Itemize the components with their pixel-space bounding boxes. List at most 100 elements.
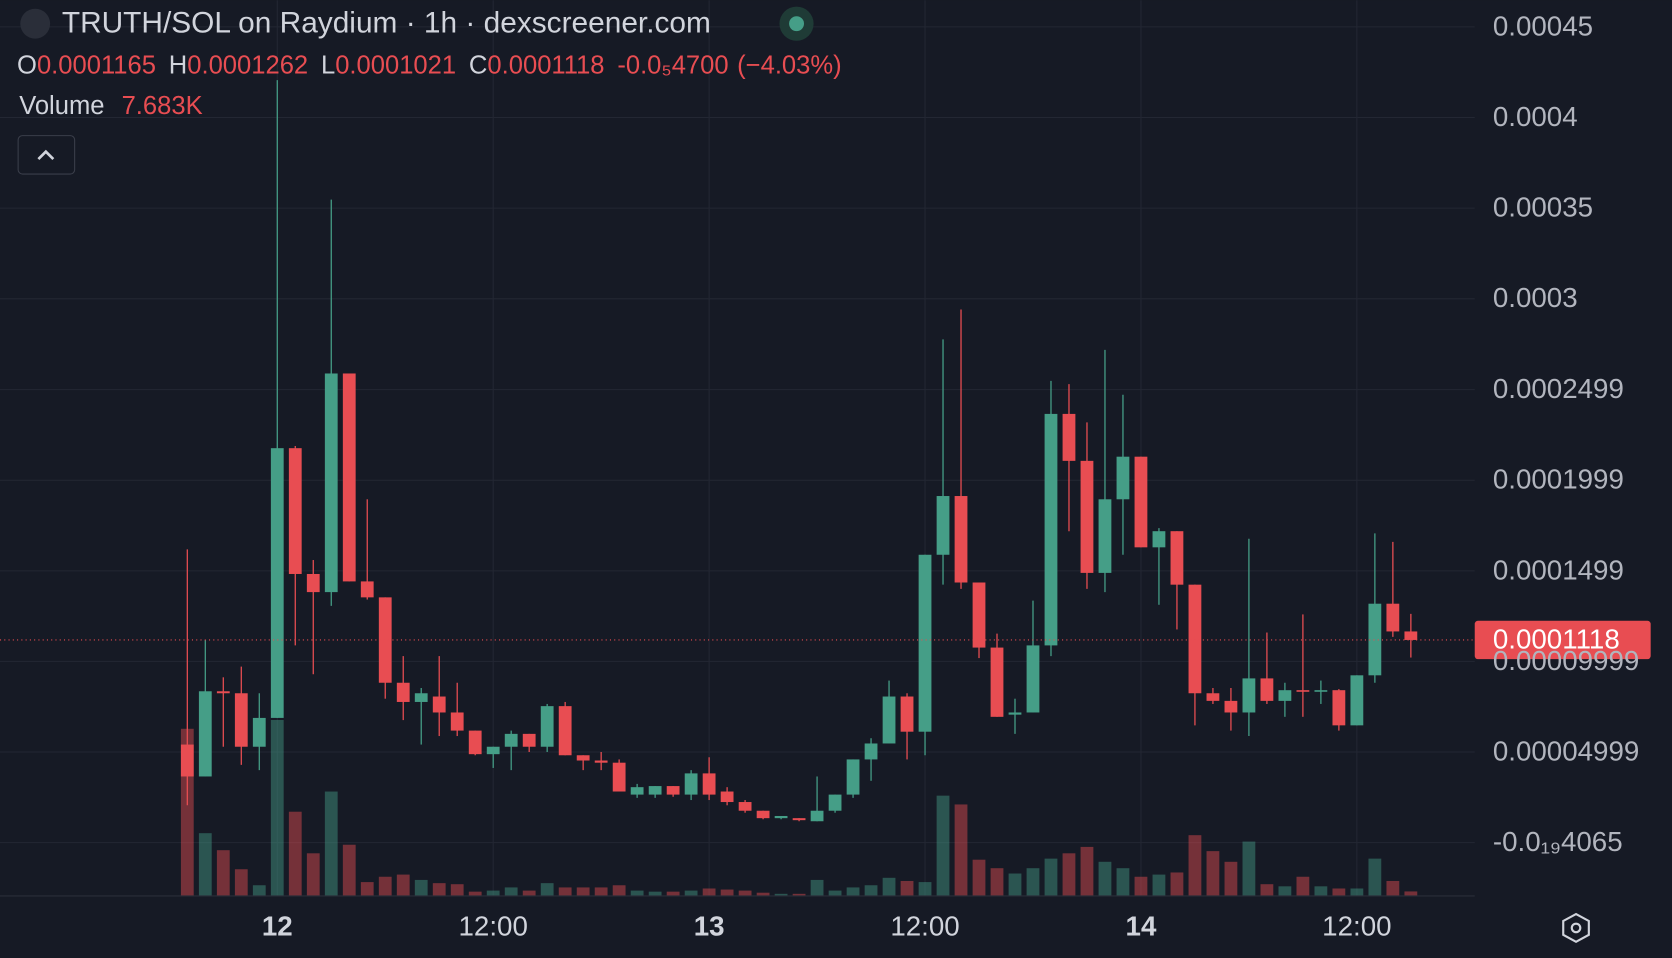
candle-body xyxy=(1044,413,1058,646)
candle-body xyxy=(522,733,536,747)
volume-bar xyxy=(306,853,320,896)
candle-body xyxy=(1206,693,1220,701)
volume-bar xyxy=(1260,884,1274,896)
candle-body xyxy=(594,760,608,763)
y-tick-label: 0.00035 xyxy=(1493,192,1593,223)
candle-body xyxy=(1188,584,1202,694)
candle-body xyxy=(1062,413,1076,461)
candle-body xyxy=(306,573,320,593)
volume-bar xyxy=(792,893,806,896)
change-value: -0.0₅4700 xyxy=(617,51,728,79)
volume-bar xyxy=(1386,880,1400,896)
candle-body xyxy=(1350,675,1364,726)
volume-bar xyxy=(414,879,428,896)
candle-body xyxy=(540,706,554,747)
candle-body xyxy=(378,597,392,683)
volume-bar xyxy=(1332,888,1346,896)
candle-body xyxy=(252,717,266,747)
candle-body xyxy=(396,682,410,702)
candle-body xyxy=(936,496,950,555)
collapse-button[interactable] xyxy=(17,135,76,175)
ohlc-label: C xyxy=(469,51,487,79)
candle-body xyxy=(414,693,428,702)
live-dot xyxy=(789,16,805,32)
y-tick-label: 0.00045 xyxy=(1493,10,1593,41)
volume-bar xyxy=(450,884,464,896)
candle-body xyxy=(990,647,1004,717)
volume-bar xyxy=(900,880,914,896)
volume-bar xyxy=(738,890,752,896)
volume-bar xyxy=(990,868,1004,896)
volume-bar xyxy=(936,795,950,896)
candle-body xyxy=(450,712,464,731)
change-percent: (−4.03%) xyxy=(737,51,842,79)
volume-bar xyxy=(540,883,554,896)
volume-bar xyxy=(378,876,392,896)
candle-body xyxy=(1242,678,1256,713)
candle-body xyxy=(666,786,680,795)
candle-body xyxy=(288,448,302,574)
chevron-icon xyxy=(37,149,55,161)
volume-bar xyxy=(522,890,536,896)
ohlc-label: O xyxy=(17,51,37,79)
candle-body xyxy=(1404,631,1418,640)
token-logo xyxy=(20,8,51,39)
settings-icon[interactable] xyxy=(1562,912,1590,943)
volume-bar xyxy=(684,890,698,896)
y-tick-label: -0.0₁₉4065 xyxy=(1493,826,1623,857)
volume-bar xyxy=(810,879,824,896)
volume-bar xyxy=(666,891,680,896)
candle-body xyxy=(1278,690,1292,701)
ohlc-label: L xyxy=(321,51,335,79)
candle-layer xyxy=(180,80,1418,822)
candle-body xyxy=(270,448,284,718)
volume-bar xyxy=(252,885,266,896)
candle-body xyxy=(738,802,752,811)
candle-body xyxy=(1224,700,1238,713)
volume-bar xyxy=(1224,861,1238,896)
volume-bar xyxy=(198,833,212,896)
volume-bar xyxy=(828,890,842,896)
volume-bar xyxy=(918,882,932,896)
settings-icon-center xyxy=(1570,922,1582,934)
volume-bar xyxy=(1368,858,1382,896)
candle-body xyxy=(342,373,356,582)
volume-bar xyxy=(216,850,230,896)
candle-body xyxy=(558,706,572,756)
volume-bar xyxy=(864,885,878,896)
volume-bar xyxy=(1116,868,1130,896)
volume-bar xyxy=(1314,886,1328,896)
candle-body xyxy=(1080,460,1094,573)
volume-bar xyxy=(1350,888,1364,896)
volume-bar xyxy=(1062,853,1076,896)
y-tick-label: 0.0001999 xyxy=(1493,464,1624,495)
candle-body xyxy=(1098,499,1112,573)
volume-bar xyxy=(342,844,356,896)
volume-bar xyxy=(360,882,374,896)
candle-body xyxy=(684,773,698,795)
candle-body xyxy=(648,786,662,795)
candle-body xyxy=(1116,456,1130,500)
ohlc-value: 0.0001118 xyxy=(487,51,604,79)
candle-body xyxy=(234,693,248,747)
candle-body xyxy=(576,755,590,761)
candle-body xyxy=(1134,456,1148,548)
candle-body xyxy=(882,696,896,744)
candle-body xyxy=(1314,690,1328,692)
candle-body xyxy=(324,373,338,593)
ohlc-value: 0.0001165 xyxy=(37,51,156,79)
volume-bar xyxy=(576,887,590,896)
candle-body xyxy=(468,730,482,755)
x-tick-label: 12:00 xyxy=(890,910,959,941)
volume-bar xyxy=(270,719,284,896)
candle-body xyxy=(792,818,806,821)
candle-body xyxy=(432,696,446,713)
volume-bar xyxy=(1188,835,1202,896)
y-tick-label: 0.0001499 xyxy=(1493,554,1624,585)
candle-body xyxy=(810,810,824,822)
candle-body xyxy=(972,582,986,648)
volume-bar xyxy=(1008,873,1022,896)
volume-bar xyxy=(1404,891,1418,896)
